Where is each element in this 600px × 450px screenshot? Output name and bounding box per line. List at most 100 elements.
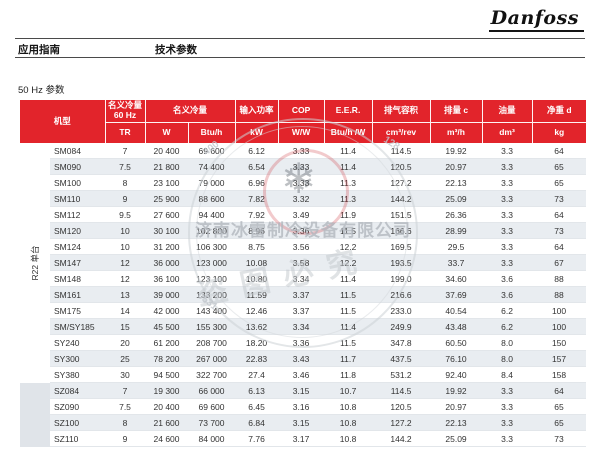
model-cell: SM148 <box>50 270 106 287</box>
value-cell: 94 400 <box>188 206 236 223</box>
table-row: SZ100 8 21 600 73 700 6.84 3.15 10.8 127.2 22.13… <box>20 414 587 431</box>
value-cell: 7.82 <box>235 190 279 207</box>
table-row: R22 单台 SM084 7 20 400 69 600 6.12 3.33 11.4 114.… <box>20 143 587 383</box>
value-cell: 6.12 <box>235 143 279 159</box>
value-cell: 10 <box>105 222 146 239</box>
value-cell: 114.5 <box>372 382 431 399</box>
value-cell: 3.3 <box>482 190 533 207</box>
value-cell: 3.46 <box>278 366 325 383</box>
value-cell: 66 000 <box>188 382 236 399</box>
unit-cm3rev: cm³/rev <box>372 122 431 143</box>
table-row: SM120 10 30 100 102 800 8.96 3.36 11.5 166.6 28.… <box>20 222 587 239</box>
value-cell: 8.4 <box>482 366 533 383</box>
value-cell: 7 <box>105 143 146 159</box>
value-cell: 18.20 <box>235 334 279 351</box>
value-cell: 6.2 <box>482 302 533 319</box>
value-cell: 10.08 <box>235 254 279 271</box>
model-cell: SY240 <box>50 334 106 351</box>
value-cell: 9 <box>105 430 146 447</box>
value-cell: 64 <box>532 382 587 399</box>
value-cell: 33.7 <box>430 254 483 271</box>
value-cell: 27 600 <box>145 206 189 223</box>
units-row: TR W Btu/h kW W/W Btu/h /W cm³/rev m³/h … <box>20 122 587 143</box>
value-cell: 216.6 <box>372 286 431 303</box>
value-cell: 11.3 <box>324 190 373 207</box>
table-row: SM090 7.5 21 800 74 400 6.54 3.33 11.4 120.5 20.… <box>20 158 587 175</box>
capacity-60hz-line2: 60 Hz <box>113 110 137 120</box>
table-row: SM112 9.5 27 600 94 400 7.92 3.49 11.9 151.5 26.… <box>20 206 587 223</box>
parameters-table: 机型 名义冷量 60 Hz 名义冷量 输入功率 COP E.E.R. 排气容积 … <box>20 100 587 447</box>
table-row: SM124 10 31 200 106 300 8.75 3.56 12.2 169.5 29.… <box>20 238 587 255</box>
value-cell: 10.8 <box>324 430 373 447</box>
value-cell: 3.3 <box>482 222 533 239</box>
value-cell: 11.4 <box>324 270 373 287</box>
col-header-eer: E.E.R. <box>324 100 373 123</box>
value-cell: 531.2 <box>372 366 431 383</box>
value-cell: 8 <box>105 174 146 191</box>
value-cell: 19 300 <box>145 382 189 399</box>
divider-header <box>15 57 585 58</box>
value-cell: 12 <box>105 270 146 287</box>
unit-dm3: dm³ <box>482 122 533 143</box>
value-cell: 3.36 <box>278 334 325 351</box>
value-cell: 106 300 <box>188 238 236 255</box>
value-cell: 11.4 <box>324 158 373 175</box>
value-cell: 9 <box>105 190 146 207</box>
value-cell: 12.2 <box>324 238 373 255</box>
model-cell: SM175 <box>50 302 106 319</box>
value-cell: 6.54 <box>235 158 279 175</box>
value-cell: 26.36 <box>430 206 483 223</box>
value-cell: 45 500 <box>145 318 189 335</box>
value-cell: 3.3 <box>482 206 533 223</box>
value-cell: 127.2 <box>372 414 431 431</box>
value-cell: 3.6 <box>482 286 533 303</box>
value-cell: 11.5 <box>324 286 373 303</box>
value-cell: 100 <box>532 318 587 335</box>
value-cell: 8.96 <box>235 222 279 239</box>
value-cell: 8 <box>105 414 146 431</box>
group-label-cell: R22 单台 <box>20 143 50 383</box>
value-cell: 100 <box>532 302 587 319</box>
value-cell: 123 000 <box>188 254 236 271</box>
table-row: SZ090 7.5 20 400 69 600 6.45 3.16 10.8 120.5 20.… <box>20 398 587 415</box>
value-cell: 169.5 <box>372 238 431 255</box>
unit-ww: W/W <box>278 122 325 143</box>
value-cell: 20.97 <box>430 398 483 415</box>
table-row: SM175 14 42 000 143 400 12.46 3.37 11.5 233.0 40… <box>20 302 587 319</box>
model-cell: SM161 <box>50 286 106 303</box>
value-cell: 36 000 <box>145 254 189 271</box>
value-cell: 3.3 <box>482 414 533 431</box>
col-header-net-weight: 净重 d <box>532 100 587 123</box>
value-cell: 3.32 <box>278 190 325 207</box>
value-cell: 19.92 <box>430 382 483 399</box>
value-cell: 12 <box>105 254 146 271</box>
value-cell: 10.7 <box>324 382 373 399</box>
value-cell: 150 <box>532 334 587 351</box>
value-cell: 88 600 <box>188 190 236 207</box>
value-cell: 73 700 <box>188 414 236 431</box>
value-cell: 8.0 <box>482 350 533 367</box>
unit-kg: kg <box>532 122 587 143</box>
value-cell: 151.5 <box>372 206 431 223</box>
value-cell: 64 <box>532 143 587 159</box>
table-row: SY240 20 61 200 208 700 18.20 3.36 11.5 347.8 60… <box>20 334 587 351</box>
value-cell: 322 700 <box>188 366 236 383</box>
value-cell: 3.36 <box>278 222 325 239</box>
value-cell: 127.2 <box>372 174 431 191</box>
value-cell: 3.3 <box>482 398 533 415</box>
col-header-model: 机型 <box>20 100 106 143</box>
value-cell: 10.8 <box>324 398 373 415</box>
value-cell: 14 <box>105 302 146 319</box>
value-cell: 3.15 <box>278 414 325 431</box>
value-cell: 10.80 <box>235 270 279 287</box>
value-cell: 3.37 <box>278 286 325 303</box>
col-header-swept-volume: 排气容积 <box>372 100 431 123</box>
value-cell: 157 <box>532 350 587 367</box>
value-cell: 3.3 <box>482 158 533 175</box>
model-cell: SM/SY185 <box>50 318 106 335</box>
value-cell: 7 <box>105 382 146 399</box>
value-cell: 34.60 <box>430 270 483 287</box>
unit-m3h: m³/h <box>430 122 483 143</box>
value-cell: 3.3 <box>482 174 533 191</box>
